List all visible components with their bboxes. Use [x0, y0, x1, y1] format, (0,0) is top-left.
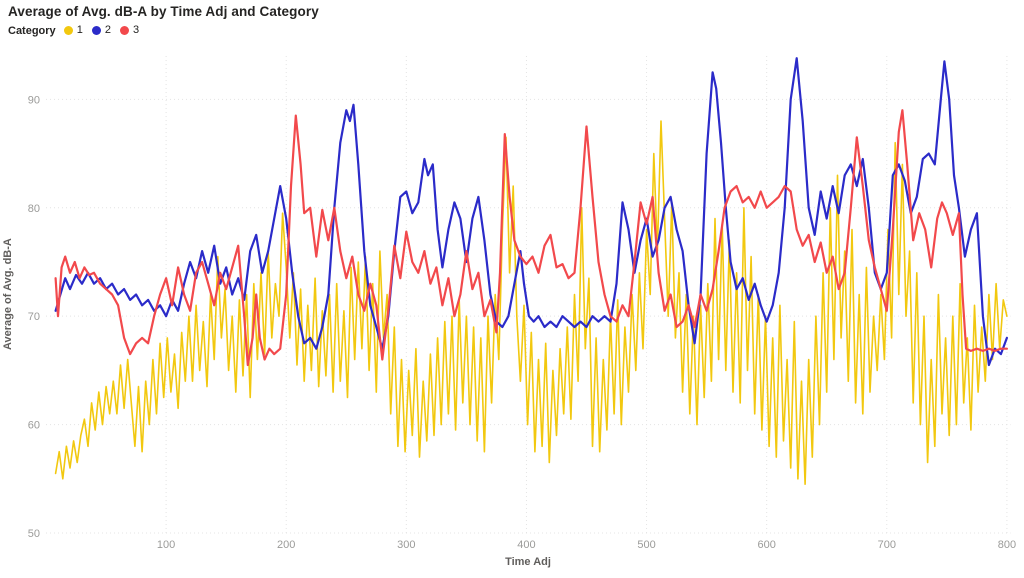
y-axis-title: Average of Avg. dB-A [2, 238, 14, 351]
x-tick-label: 500 [637, 539, 655, 551]
x-tick-label: 600 [758, 539, 776, 551]
legend-item-label: 1 [76, 24, 83, 36]
legend: Category 1 2 3 [8, 24, 148, 38]
legend-dot [119, 25, 129, 35]
x-tick-label: 400 [517, 539, 535, 551]
legend-dot [63, 25, 73, 35]
legend-item-3[interactable]: 3 [119, 24, 140, 36]
line-series-1[interactable] [54, 120, 1008, 485]
line-series-3[interactable] [54, 109, 1008, 367]
x-tick-label: 700 [878, 539, 896, 551]
x-tick-label: 200 [277, 539, 295, 551]
x-tick-label: 800 [998, 539, 1016, 551]
y-tick-label: 50 [28, 528, 40, 540]
x-tick-label: 300 [397, 539, 415, 551]
x-axis-title: Time Adj [505, 556, 551, 568]
y-tick-label: 80 [28, 203, 40, 215]
x-tick-label: 100 [157, 539, 175, 551]
chart-title: Average of Avg. dB-A by Time Adj and Cat… [8, 4, 319, 19]
legend-item-label: 3 [132, 24, 140, 36]
line-series-2[interactable] [54, 57, 1008, 367]
legend-items: 1 2 3 [63, 24, 148, 38]
legend-title: Category [8, 24, 56, 37]
legend-item-label: 2 [104, 24, 111, 36]
legend-item-1[interactable]: 1 [63, 24, 83, 36]
legend-item-2[interactable]: 2 [91, 24, 111, 36]
y-tick-label: 70 [28, 311, 40, 323]
y-tick-label: 90 [28, 94, 40, 106]
y-tick-label: 60 [28, 420, 40, 432]
legend-dot [91, 25, 101, 35]
